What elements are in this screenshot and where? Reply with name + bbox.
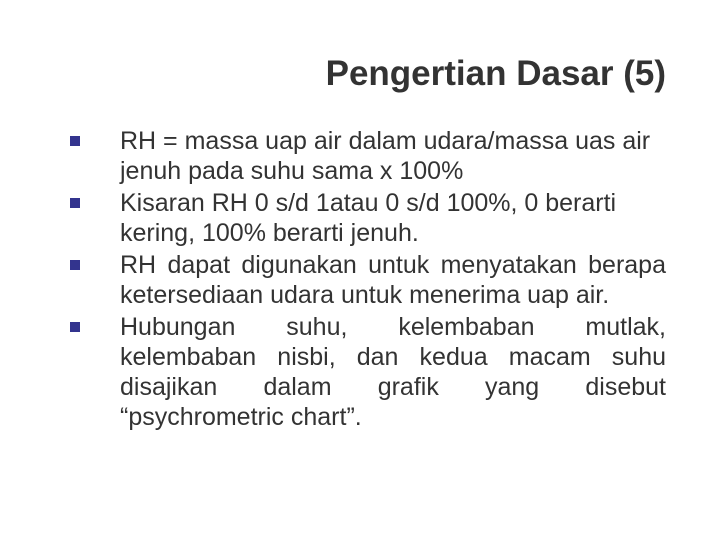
bullet-item: Kisaran RH 0 s/d 1atau 0 s/d 100%, 0 ber… [70, 188, 666, 248]
square-bullet-icon [70, 260, 80, 270]
bullet-text: RH = massa uap air dalam udara/massa uas… [120, 126, 666, 186]
square-bullet-icon [70, 322, 80, 332]
slide-content: RH = massa uap air dalam udara/massa uas… [0, 116, 720, 432]
bullet-text: Hubungan suhu, kelembaban mutlak, kelemb… [120, 312, 666, 432]
slide-title-area: Pengertian Dasar (5) [0, 0, 720, 116]
bullet-item: RH = massa uap air dalam udara/massa uas… [70, 126, 666, 186]
square-bullet-icon [70, 198, 80, 208]
bullet-item: RH dapat digunakan untuk menyatakan bera… [70, 250, 666, 310]
bullet-text: RH dapat digunakan untuk menyatakan bera… [120, 250, 666, 310]
slide-title: Pengertian Dasar (5) [0, 54, 666, 94]
square-bullet-icon [70, 136, 80, 146]
bullet-item: Hubungan suhu, kelembaban mutlak, kelemb… [70, 312, 666, 432]
bullet-text: Kisaran RH 0 s/d 1atau 0 s/d 100%, 0 ber… [120, 188, 666, 248]
